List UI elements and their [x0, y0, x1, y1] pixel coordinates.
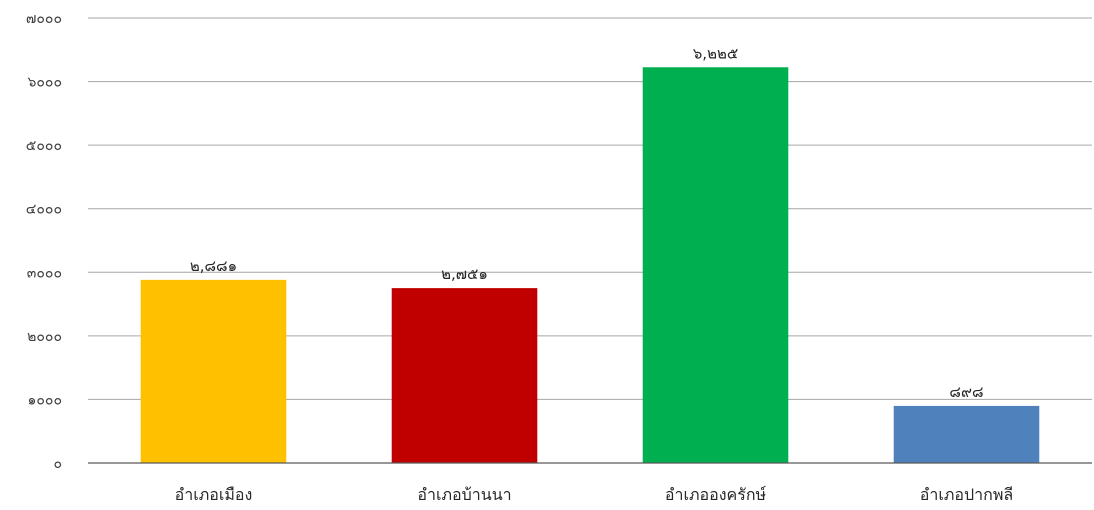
bar	[391, 288, 538, 463]
bar	[140, 279, 287, 463]
data-label: ๘๙๘	[949, 383, 983, 401]
y-tick-label: ๖๐๐๐	[27, 75, 62, 91]
y-tick-label: ๕๐๐๐	[26, 138, 62, 154]
y-axis-ticks: ๐ ๑๐๐๐ ๒๐๐๐ ๓๐๐๐ ๔๐๐๐ ๕๐๐๐ ๖๐๐๐ ๗๐๐๐	[26, 11, 62, 472]
data-label: ๒,๗๕๑	[441, 265, 488, 283]
data-label: ๖,๒๒๕	[693, 44, 738, 62]
category-label: อำเภอปากพลี	[920, 485, 1013, 504]
bar	[642, 67, 789, 464]
bar	[893, 405, 1040, 463]
x-axis-categories: อำเภอเมือง อำเภอบ้านนา อำเภอองครักษ์ อำเภอป…	[175, 485, 1014, 504]
bars	[140, 67, 1040, 464]
y-tick-label: ๓๐๐๐	[27, 265, 62, 281]
category-label: อำเภอเมือง	[175, 485, 253, 504]
y-tick-label: ๔๐๐๐	[26, 202, 62, 218]
category-label: อำเภอบ้านนา	[417, 485, 511, 504]
y-tick-label: ๗๐๐๐	[26, 11, 62, 27]
y-tick-label: ๑๐๐๐	[27, 392, 62, 408]
y-tick-label: ๒๐๐๐	[27, 329, 62, 345]
data-label: ๒,๘๘๑	[190, 257, 237, 275]
y-tick-label: ๐	[53, 456, 62, 472]
category-label: อำเภอองครักษ์	[665, 485, 767, 504]
